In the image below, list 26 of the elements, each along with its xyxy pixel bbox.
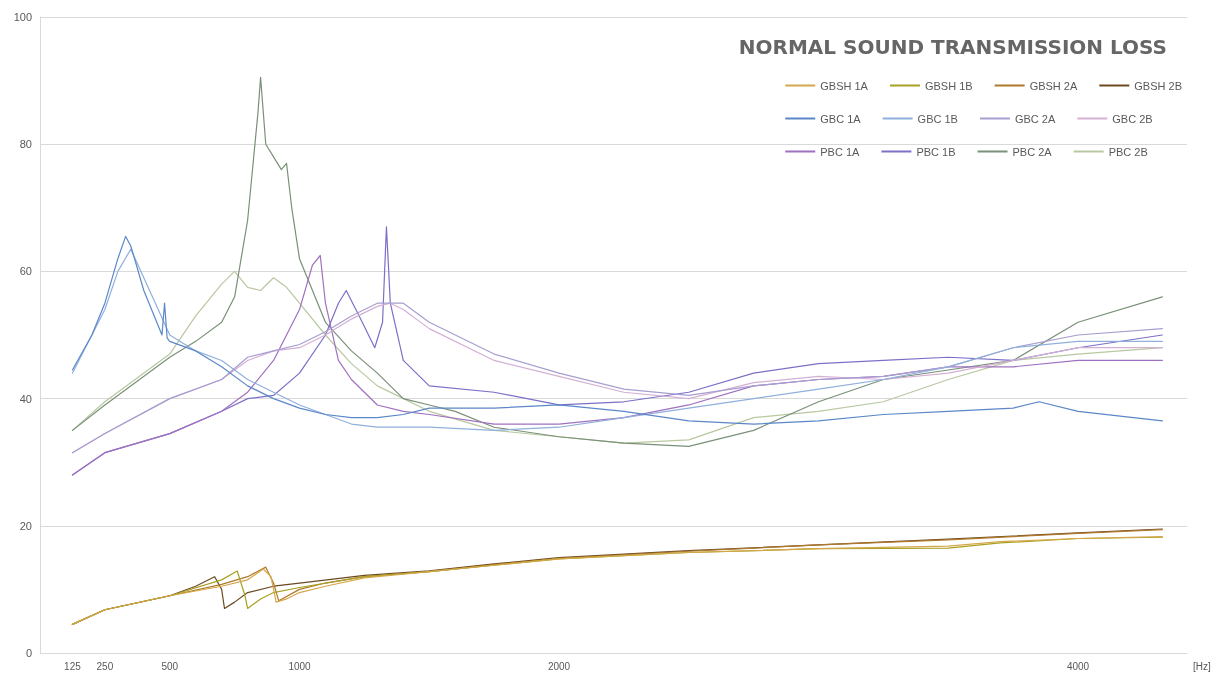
y-tick-label: 40 bbox=[19, 392, 32, 405]
legend-label: GBC 2B bbox=[1112, 112, 1153, 125]
y-tick-label: 0 bbox=[25, 647, 32, 659]
y-tick-label: 80 bbox=[19, 138, 32, 151]
legend-label: GBC 1B bbox=[917, 112, 958, 125]
x-tick-label: 1000 bbox=[288, 660, 312, 672]
legend-label: GBC 2A bbox=[1014, 112, 1056, 125]
x-tick-label: 500 bbox=[161, 660, 179, 672]
legend-label: GBSH 2B bbox=[1134, 79, 1182, 92]
y-tick-label: 100 bbox=[13, 11, 32, 23]
x-tick-label: 250 bbox=[96, 660, 114, 672]
x-tick-label: 4000 bbox=[1066, 660, 1090, 672]
x-tick-label: 125 bbox=[64, 660, 82, 672]
legend-label: GBC 1A bbox=[820, 112, 862, 125]
legend-label: GBSH 2A bbox=[1029, 79, 1078, 92]
legend-label: GBSH 1B bbox=[924, 79, 973, 92]
y-tick-label: 20 bbox=[19, 519, 32, 532]
x-tick-label: 2000 bbox=[547, 660, 571, 672]
legend-label: GBSH 1A bbox=[820, 79, 869, 92]
y-tick-label: 60 bbox=[19, 265, 32, 278]
legend-label: PBC 1B bbox=[916, 145, 956, 158]
legend-label: PBC 1A bbox=[820, 145, 861, 158]
legend-label: PBC 2B bbox=[1108, 145, 1148, 158]
text: NORMAL SOUND TRANSMISSION LOSS bbox=[738, 35, 1167, 59]
legend-label: PBC 2A bbox=[1012, 145, 1053, 158]
x-axis-title: [Hz] bbox=[1193, 660, 1211, 672]
